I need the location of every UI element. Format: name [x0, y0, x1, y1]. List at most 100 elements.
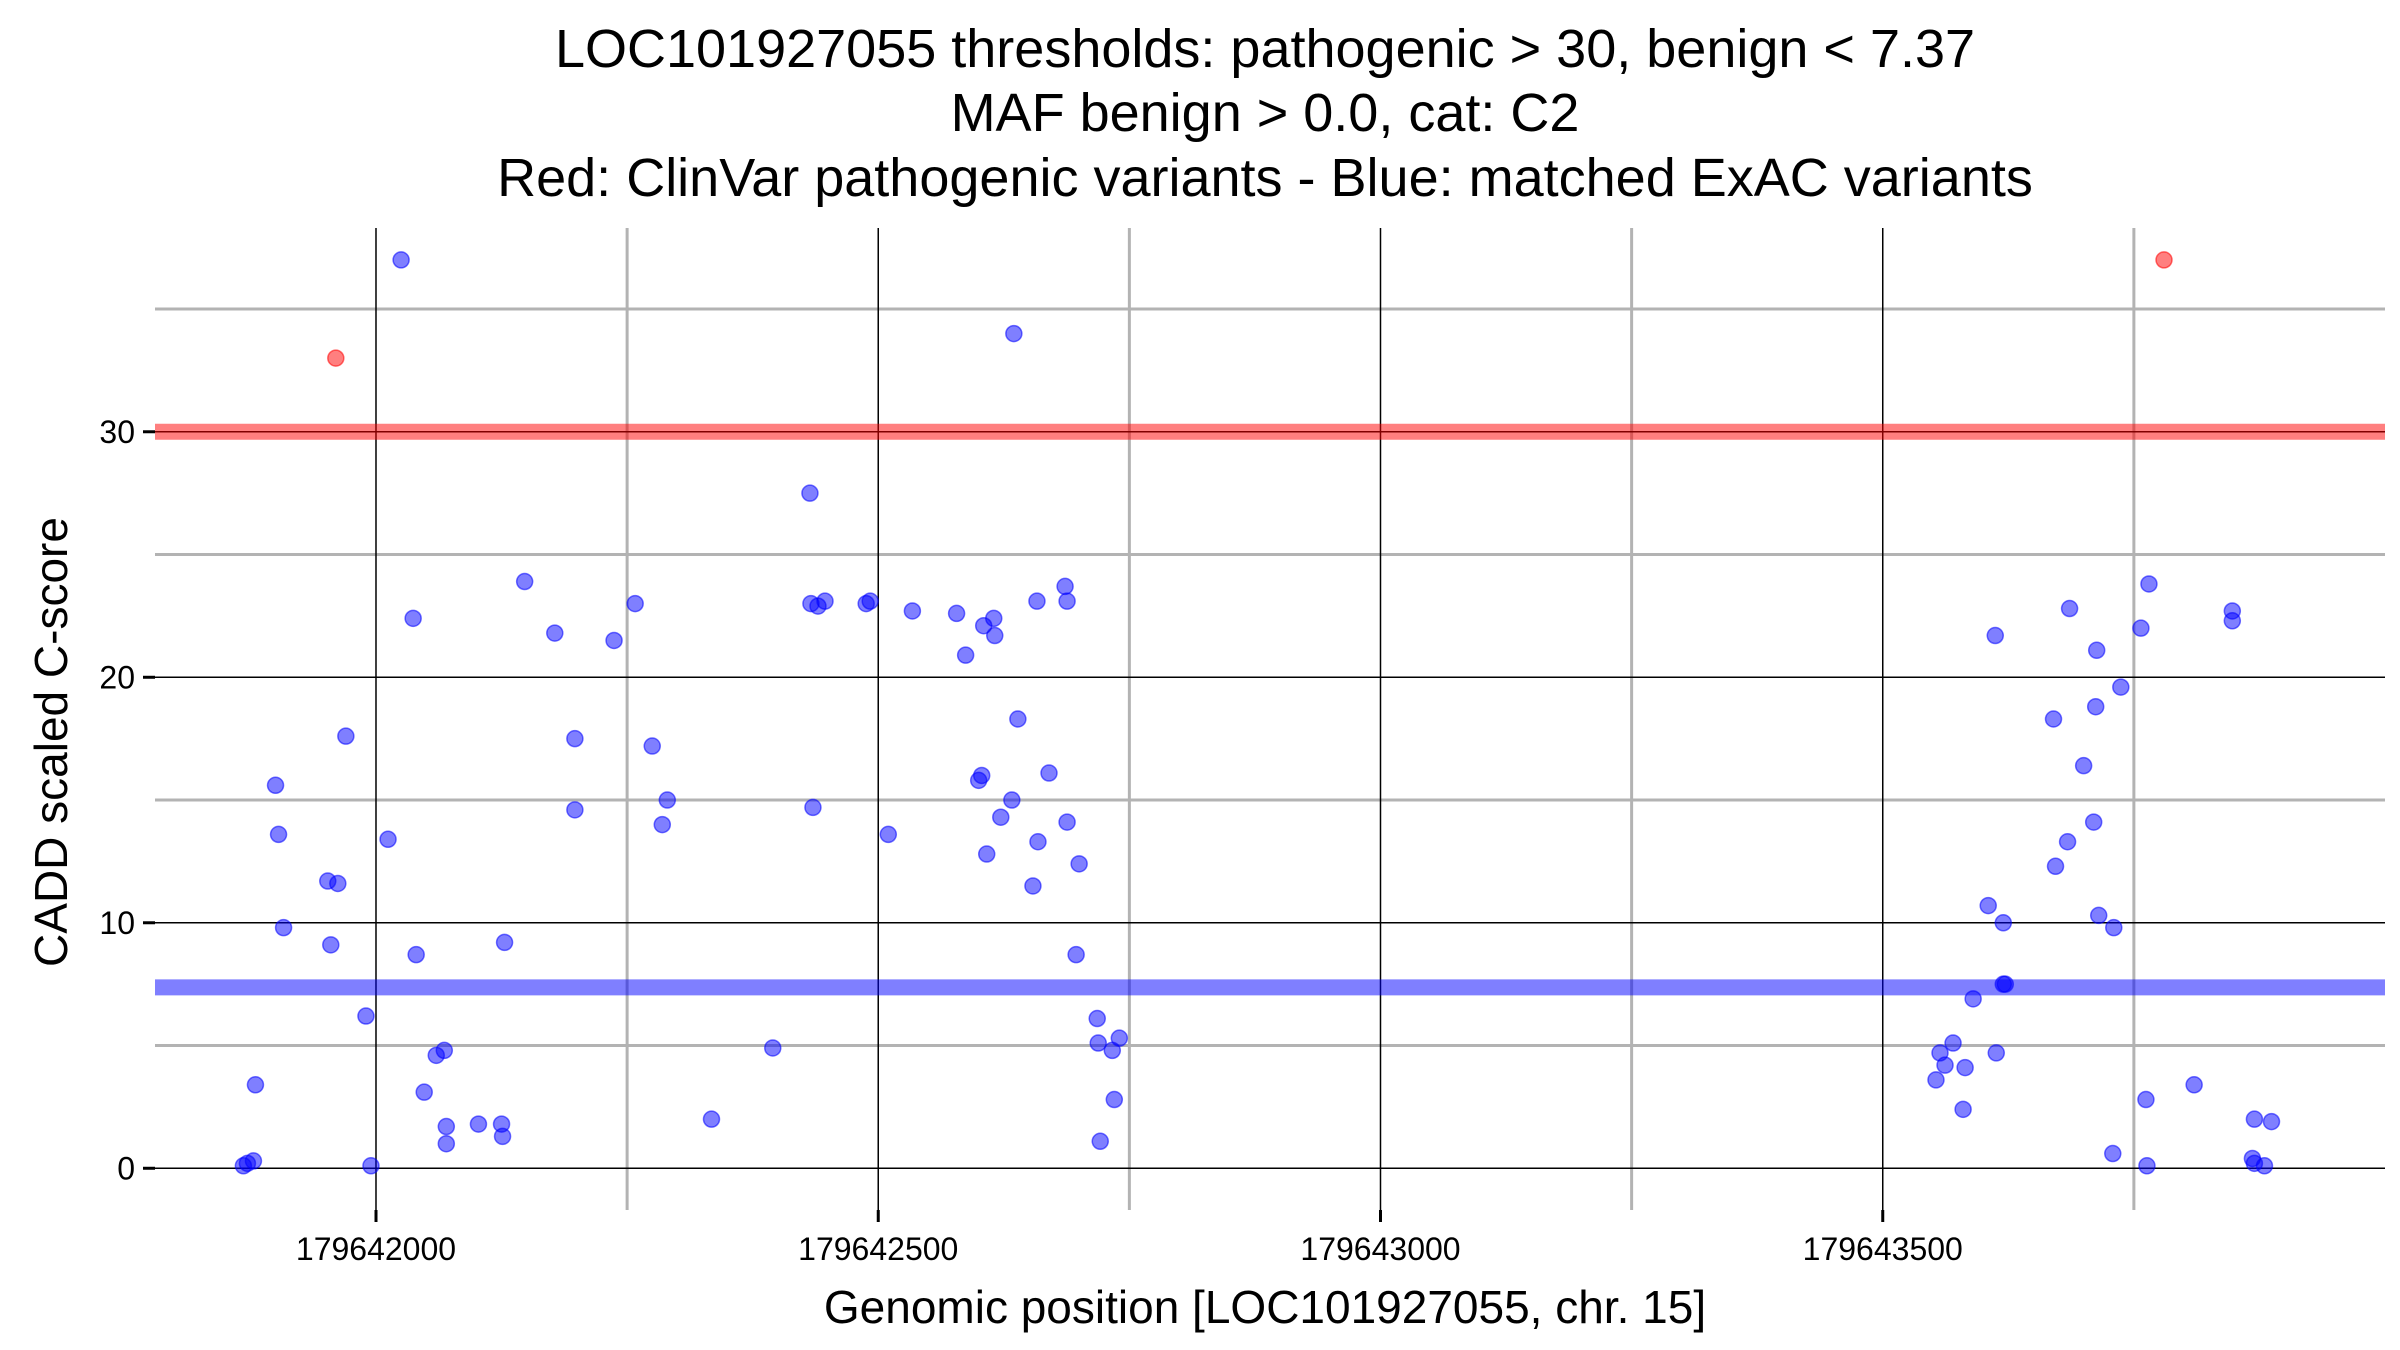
exac-point [469, 1115, 488, 1133]
exac-point [658, 791, 677, 809]
exac-point [764, 1039, 782, 1057]
exac-point [407, 945, 425, 964]
exac-point [266, 776, 285, 795]
exac-point [357, 1007, 375, 1025]
exac-point [1056, 577, 1074, 596]
exac-point [1994, 914, 2013, 932]
y-tick-label: 10 [99, 905, 135, 941]
exac-point [2245, 1110, 2264, 1128]
y-tick-label: 20 [99, 659, 135, 695]
exac-point [1070, 855, 1088, 873]
exac-point [2046, 857, 2065, 876]
x-tick-label: 179642000 [296, 1231, 456, 1267]
exac-point [1091, 1132, 1109, 1151]
exac-point [879, 825, 898, 844]
exac-point [1024, 877, 1042, 895]
exac-point [1088, 1009, 1106, 1028]
exac-point [566, 729, 584, 748]
exac-point [2223, 612, 2242, 630]
exac-point [2255, 1157, 2274, 1175]
exac-point [2137, 1090, 2155, 1109]
exac-point [2074, 756, 2093, 775]
exac-point [1987, 1044, 2006, 1062]
exac-point [903, 602, 922, 620]
y-axis-label: CADD scaled C-score [25, 517, 77, 967]
exac-point [626, 594, 644, 613]
exac-point [1986, 626, 2005, 645]
exac-point [546, 624, 564, 642]
exac-point [816, 592, 834, 610]
exac-point [246, 1076, 265, 1094]
exac-point [985, 609, 1003, 628]
exac-point [1105, 1090, 1124, 1109]
exac-point [972, 766, 991, 785]
exac-point [1003, 791, 1021, 809]
exac-point [1028, 592, 1046, 610]
minor-gridlines [155, 228, 2385, 1210]
exac-point [1936, 1056, 1954, 1074]
exac-point [2089, 906, 2108, 925]
exac-point [986, 626, 1004, 645]
exac-point [362, 1157, 380, 1175]
y-axis: 0 10 20 30 [99, 414, 155, 1186]
exac-point [566, 801, 584, 819]
exac-point [1954, 1100, 1972, 1119]
threshold-lines [155, 423, 2385, 996]
exac-point [1964, 990, 1982, 1008]
exac-point [274, 918, 293, 937]
exac-point [493, 1127, 512, 1146]
y-tick-label: 30 [99, 414, 135, 450]
exac-point [804, 798, 822, 817]
data-points [234, 251, 2281, 1175]
exac-point [2185, 1076, 2203, 1094]
exac-point [605, 631, 623, 650]
exac-point [2060, 599, 2079, 618]
exac-point [337, 727, 355, 745]
exac-point [947, 604, 966, 623]
x-tick-label: 179643000 [1300, 1231, 1460, 1267]
exac-point [2084, 813, 2103, 831]
exac-point [2262, 1112, 2281, 1131]
exac-point [1927, 1071, 1945, 1089]
exac-point [1058, 813, 1076, 831]
x-tick-label: 179642500 [798, 1231, 958, 1267]
exac-point [435, 1041, 454, 1060]
exac-point [992, 808, 1010, 826]
plot-area [155, 228, 2385, 1210]
exac-point [379, 830, 397, 849]
exac-point [643, 737, 661, 755]
exac-point [2044, 710, 2063, 728]
x-axis-label: Genomic position [LOC101927055, chr. 15] [824, 1281, 1706, 1333]
exac-point [801, 484, 819, 502]
exac-point [2087, 641, 2106, 660]
exac-point [956, 646, 975, 664]
exac-point [437, 1117, 456, 1136]
exac-point [2105, 918, 2123, 937]
exac-point [1110, 1029, 1129, 1047]
exac-point [269, 825, 288, 844]
exac-point [1956, 1058, 1974, 1077]
exac-point [322, 936, 340, 954]
exac-point [404, 609, 422, 628]
exac-point [1029, 833, 1047, 851]
exac-point [1979, 896, 1997, 915]
exac-point [392, 251, 410, 269]
exac-point [244, 1152, 263, 1170]
exac-point [495, 933, 514, 952]
exac-point [2112, 678, 2130, 696]
exac-point [2138, 1157, 2156, 1175]
exac-point [329, 874, 347, 893]
exac-point [702, 1110, 721, 1128]
pathogenic-point [2155, 251, 2173, 269]
exac-point [515, 572, 534, 591]
exac-point [1009, 710, 1027, 728]
x-axis: 179642000 179642500 179643000 179643500 [296, 1210, 1963, 1267]
exac-point [437, 1134, 456, 1153]
y-tick-label: 0 [117, 1150, 135, 1186]
exac-point [2104, 1144, 2122, 1163]
exac-point [1067, 945, 1085, 964]
exac-point [1040, 764, 1058, 782]
chart-title-line-2: MAF benign > 0.0, cat: C2 [951, 83, 1580, 143]
chart-title: LOC101927055 thresholds: pathogenic > 30… [497, 19, 2033, 208]
